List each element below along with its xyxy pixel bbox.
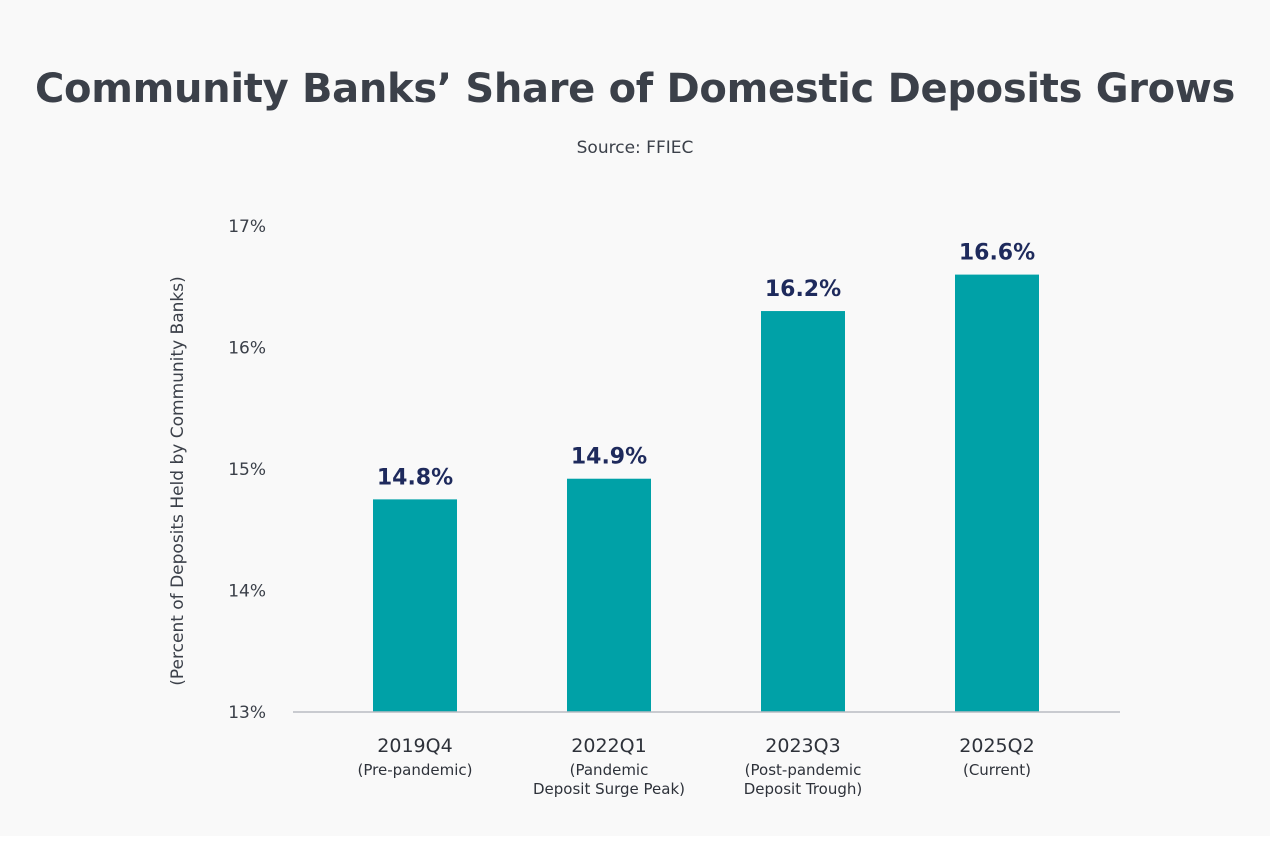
x-tick-sublabel: (Pre-pandemic) bbox=[358, 761, 473, 779]
y-tick-label: 15% bbox=[228, 460, 266, 480]
data-labels: 14.8% 14.9% 16.2% 16.6% bbox=[377, 241, 1035, 491]
x-tick-sublabel: (Pandemic bbox=[570, 761, 649, 779]
y-axis-label: (Percent of Deposits Held by Community B… bbox=[168, 276, 188, 685]
y-tick-label: 17% bbox=[228, 217, 266, 237]
x-tick-label: 2019Q4 bbox=[377, 735, 452, 757]
bar bbox=[567, 478, 651, 712]
x-tick-label: 2025Q2 bbox=[959, 735, 1034, 757]
x-tick-sublabel: (Current) bbox=[963, 761, 1031, 779]
bar bbox=[955, 274, 1039, 712]
bar-value-label: 16.6% bbox=[959, 241, 1035, 266]
bar-value-label: 16.2% bbox=[765, 277, 841, 302]
chart-subtitle: Source: FFIEC bbox=[576, 138, 694, 158]
bar bbox=[373, 499, 457, 712]
bar-value-label: 14.9% bbox=[571, 445, 647, 470]
y-tick-label: 13% bbox=[228, 703, 266, 723]
y-tick-label: 14% bbox=[228, 582, 266, 602]
x-tick-sublabel: Deposit Trough) bbox=[744, 780, 862, 798]
x-tick-sublabel: Deposit Surge Peak) bbox=[533, 780, 685, 798]
x-axis-categories: 2019Q4(Pre-pandemic)2022Q1(PandemicDepos… bbox=[358, 735, 1035, 798]
y-axis-ticks: 13% 14% 15% 16% 17% bbox=[228, 217, 266, 723]
y-tick-label: 16% bbox=[228, 339, 266, 359]
x-tick-label: 2022Q1 bbox=[571, 735, 646, 757]
bars bbox=[373, 274, 1039, 712]
bar bbox=[761, 311, 845, 712]
x-tick-sublabel: (Post-pandemic bbox=[745, 761, 862, 779]
bar-value-label: 14.8% bbox=[377, 465, 453, 490]
chart-title: Community Banks’ Share of Domestic Depos… bbox=[34, 66, 1236, 112]
x-tick-label: 2023Q3 bbox=[765, 735, 840, 757]
